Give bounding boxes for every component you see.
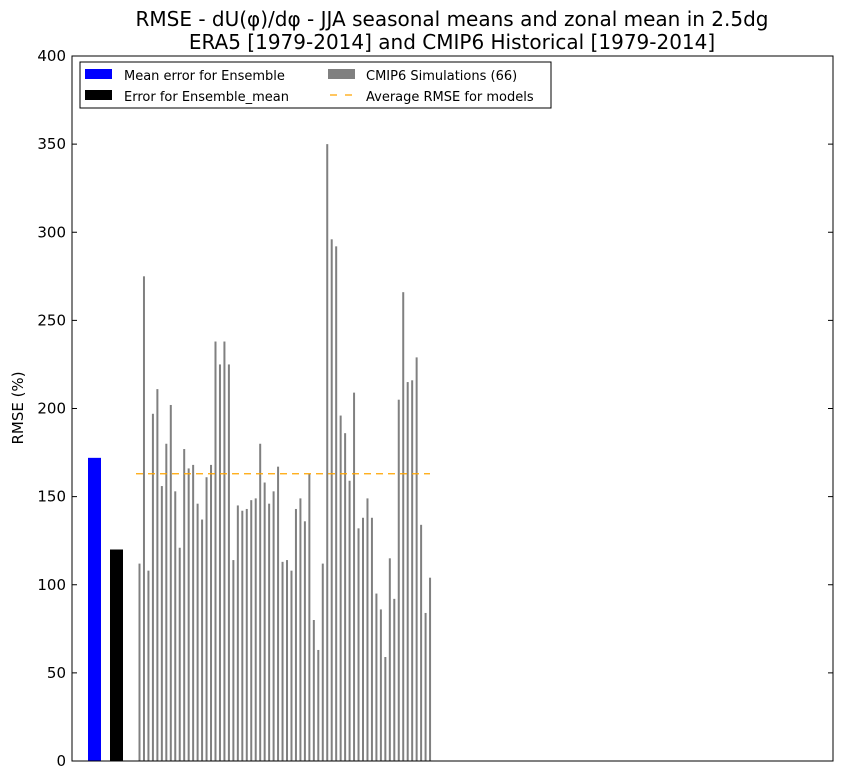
y-tick-label: 250 [37,311,66,329]
bar-cmip6-simulation [424,612,427,761]
y-tick-label: 300 [37,223,66,241]
y-axis-label: RMSE (%) [9,371,27,444]
bar-cmip6-simulation [317,649,320,761]
bar-cmip6-simulation [348,480,351,761]
bar-cmip6-simulation [330,239,333,762]
chart-subtitle: ERA5 [1979-2014] and CMIP6 Historical [1… [189,30,715,54]
bar-ensemble-mean-error [88,457,101,761]
bar-cmip6-simulation [366,498,369,761]
bar-cmip6-simulation [397,399,400,761]
bar-cmip6-simulation [294,508,297,761]
bar-cmip6-simulation [303,521,306,761]
bar-cmip6-simulation [174,491,177,761]
bar-cmip6-simulation [277,466,280,761]
bar-cmip6-simulation [406,382,409,761]
y-tick-label: 0 [56,752,66,770]
legend-label-cmip6-simulations: CMIP6 Simulations (66) [366,69,517,84]
bar-cmip6-simulation [353,392,356,761]
y-tick-label: 50 [47,664,66,682]
bar-cmip6-simulation [415,357,418,761]
bar-cmip6-simulation [357,528,360,761]
bar-cmip6-simulation [384,657,387,761]
bar-cmip6-simulation [232,560,235,761]
bar-cmip6-simulation [375,593,378,761]
legend-swatch-cmip6-simulations [328,69,355,79]
bar-cmip6-simulation [138,563,141,761]
legend-label-ensemble-mean-error: Mean error for Ensemble [124,69,285,84]
bar-ensemble-mean [110,549,123,761]
bar-cmip6-simulation [254,498,257,761]
bar-cmip6-simulation [388,558,391,761]
bar-cmip6-simulation [420,524,423,761]
bar-cmip6-simulation [245,508,248,761]
bar-cmip6-simulation [201,519,204,761]
bar-cmip6-simulation [281,561,284,761]
bar-cmip6-simulation [411,380,414,761]
bar-cmip6-simulation [379,609,382,761]
bar-cmip6-simulation [250,500,253,761]
y-tick-label: 100 [37,576,66,594]
bar-cmip6-simulation [160,486,163,761]
chart-title: RMSE - dU(φ)/dφ - JJA seasonal means and… [136,7,769,31]
bar-cmip6-simulation [169,404,172,761]
bar-cmip6-simulation [210,464,213,761]
bar-cmip6-simulation [272,491,275,761]
bar-cmip6-simulation [178,547,181,761]
y-tick-label: 200 [37,400,66,418]
y-tick-label: 350 [37,135,66,153]
bar-cmip6-simulation [344,433,347,761]
bar-cmip6-simulation [312,620,315,761]
bar-cmip6-simulation [268,503,271,761]
bar-cmip6-simulation [370,517,373,761]
y-tick-label: 400 [37,47,66,65]
bar-cmip6-simulation [183,449,186,761]
bar-cmip6-simulation [147,570,150,761]
bar-cmip6-simulation [308,473,311,761]
legend-swatch-ensemble-mean [85,90,112,100]
bar-cmip6-simulation [362,517,364,761]
bar-cmip6-simulation [393,598,396,761]
bar-cmip6-simulation [227,364,230,761]
bar-cmip6-simulation [205,477,208,761]
y-axis-ticks: 0 50 100 150 200 250 300 350 400 [37,47,833,770]
legend: Mean error for Ensemble Error for Ensemb… [79,61,552,109]
bar-cmip6-simulation [218,364,221,761]
bar-cmip6-simulation [165,443,168,761]
bar-cmip6-simulation [187,468,190,761]
bar-cmip6-simulation [192,464,195,761]
bar-cmip6-simulation [339,415,342,761]
bar-cmip6-simulation [236,505,239,761]
bar-cmip6-simulation [156,389,159,761]
bar-cmip6-simulation [196,503,199,761]
plot-frame [71,55,834,762]
bar-cmip6-simulation [263,482,266,761]
legend-swatch-ensemble-mean-error [85,69,112,79]
bar-cmip6-simulation [290,570,293,761]
legend-label-average-rmse: Average RMSE for models [366,90,534,105]
bar-cmip6-simulation [299,498,302,761]
bar-cmip6-simulation [429,577,432,761]
bar-cmip6-simulation [402,292,405,761]
legend-label-ensemble-mean: Error for Ensemble_mean [124,90,289,105]
bar-cmip6-simulation [214,341,217,761]
bar-cmip6-simulation [321,563,324,761]
bar-cmip6-simulation [151,413,154,761]
bar-cmip6-simulation [142,276,145,761]
bar-cmip6-simulation [335,246,338,762]
bars [88,144,432,762]
bar-cmip6-simulation [223,341,226,761]
bar-cmip6-simulation [241,510,244,761]
legend-box [79,61,552,109]
bar-cmip6-simulation [259,443,262,761]
bar-cmip6-simulation [326,144,329,761]
bar-cmip6-simulation [286,560,289,761]
y-tick-label: 150 [37,488,66,506]
